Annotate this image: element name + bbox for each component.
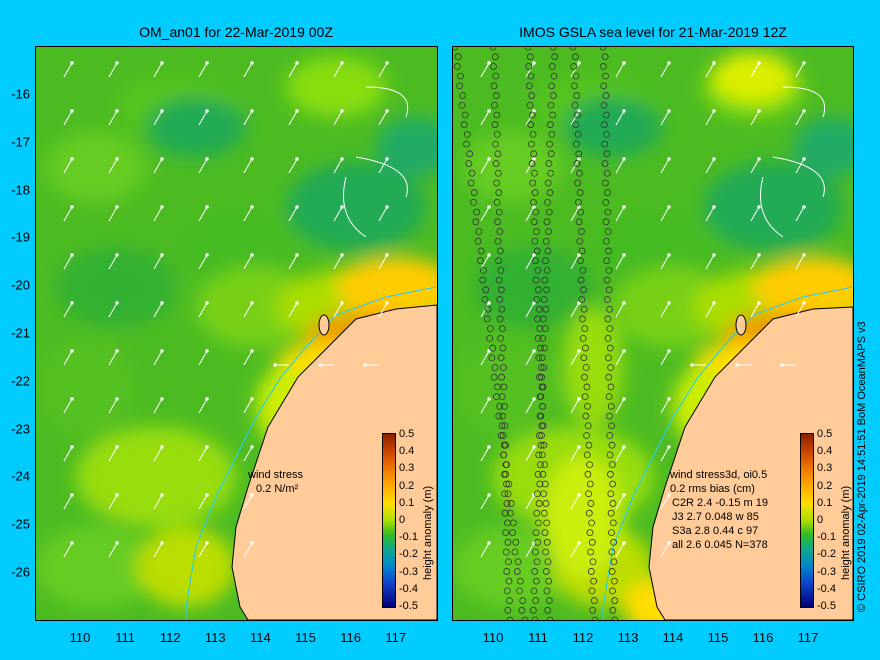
lat-tick-label: -20 <box>11 277 30 293</box>
right-legend-header-2: 0.2 rms bias (cm) <box>670 483 755 495</box>
colorbar-tick-label: 0.5 <box>817 428 833 440</box>
lon-tick-label: 117 <box>797 630 819 645</box>
island <box>318 314 330 336</box>
colorbar-tick-label: 0.3 <box>399 462 415 475</box>
right-legend-header-1: wind stress3d, oi0.5 <box>670 469 768 481</box>
colorbar-tick-label: -0.3 <box>817 565 836 578</box>
lat-tick-label: -23 <box>11 421 30 437</box>
wind-swirl <box>772 156 825 198</box>
colorbar-tick-label: 0 <box>817 514 824 526</box>
colorbar-tick-label: -0.5 <box>817 600 836 612</box>
colorbar-title: height anomaly (m) <box>840 485 852 580</box>
wind-swirl <box>782 86 825 118</box>
lat-tick-label: -21 <box>11 325 30 341</box>
colorbar-tick-label: 0.2 <box>399 479 415 492</box>
colorbar-title: height anomaly (m) <box>422 485 434 580</box>
lon-tick-label: 110 <box>69 630 91 645</box>
lat-tick-label: -25 <box>11 516 30 532</box>
colorbar-tick-label: 0 <box>399 514 406 526</box>
right-panel-title: IMOS GSLA sea level for 21-Mar-2019 12Z <box>519 24 787 40</box>
lat-tick-label: -26 <box>11 564 30 580</box>
lon-tick-label: 114 <box>250 630 271 645</box>
cbar-left <box>382 433 396 608</box>
lon-tick-label: 113 <box>204 630 226 645</box>
lon-tick-label: 112 <box>572 630 594 645</box>
colorbar-tick-label: -0.4 <box>399 582 418 595</box>
satellite-tracks <box>453 47 619 620</box>
colorbar-tick-label: 0.2 <box>817 479 833 492</box>
colorbar-tick-label: -0.1 <box>399 531 418 544</box>
right-map-panel <box>452 46 854 621</box>
colorbar-tick-label: 0.4 <box>817 445 833 458</box>
island <box>735 314 747 336</box>
wind-swirl <box>343 176 367 238</box>
right-legend-row: S3a 2.8 0.44 c 97 <box>672 525 759 537</box>
colorbar-tick-label: -0.4 <box>817 582 836 595</box>
colorbar-tick-label: 0.1 <box>399 496 415 509</box>
credit-text: © CSIRO 2019 02-Apr-2019 14:51:51 BoM Oc… <box>856 321 868 612</box>
colorbar-tick-label: -0.1 <box>817 531 836 544</box>
colorbar-tick-label: 0.3 <box>817 462 833 475</box>
wind-swirl <box>355 156 408 198</box>
colorbar-tick-label: -0.5 <box>399 600 418 612</box>
left-map-panel <box>35 46 438 621</box>
colorbar-tick-label: -0.2 <box>817 548 836 561</box>
wind-swirl <box>760 176 784 238</box>
lon-tick-label: 116 <box>340 630 361 645</box>
lat-tick-label: -16 <box>11 86 30 102</box>
lon-tick-label: 116 <box>752 630 774 645</box>
wind-arrows <box>63 61 408 558</box>
lat-tick-label: -22 <box>11 373 30 389</box>
lon-tick-label: 115 <box>707 630 729 645</box>
colorbar-tick-label: 0.4 <box>399 445 415 458</box>
lon-tick-label: 114 <box>662 630 684 645</box>
colorbar-tick-label: 0.1 <box>817 496 833 509</box>
lon-tick-label: 115 <box>295 630 316 645</box>
lon-tick-label: 112 <box>159 630 181 645</box>
lat-tick-label: -18 <box>11 182 30 198</box>
lat-tick-label: -24 <box>11 468 30 484</box>
wind-swirl <box>365 86 408 118</box>
left-wind-label: wind stress <box>248 469 304 481</box>
lat-tick-label: -19 <box>11 229 30 245</box>
right-legend-row: C2R 2.4 -0.15 m 19 <box>672 497 768 509</box>
right-map <box>453 47 853 620</box>
right-legend-row: all 2.6 0.045 N=378 <box>672 539 768 551</box>
lon-tick-label: 111 <box>528 630 548 645</box>
wind-arrows <box>480 61 825 558</box>
left-map <box>36 47 437 620</box>
right-legend-row: J3 2.7 0.048 w 85 <box>672 511 759 523</box>
lon-tick-label: 110 <box>482 630 504 645</box>
colorbar-tick-label: 0.5 <box>399 428 415 440</box>
lat-tick-label: -17 <box>11 134 30 150</box>
lon-tick-label: 111 <box>115 630 135 645</box>
shelf-contour <box>602 286 853 620</box>
lon-tick-label: 117 <box>385 630 407 645</box>
colorbar-tick-label: -0.2 <box>399 548 418 561</box>
left-wind-scale: 0.2 N/m² <box>256 483 299 495</box>
lon-tick-label: 113 <box>617 630 639 645</box>
cbar-right <box>800 433 814 608</box>
colorbar-tick-label: -0.3 <box>399 565 418 578</box>
left-panel-title: OM_an01 for 22-Mar-2019 00Z <box>139 24 333 40</box>
shelf-contour <box>185 286 437 620</box>
